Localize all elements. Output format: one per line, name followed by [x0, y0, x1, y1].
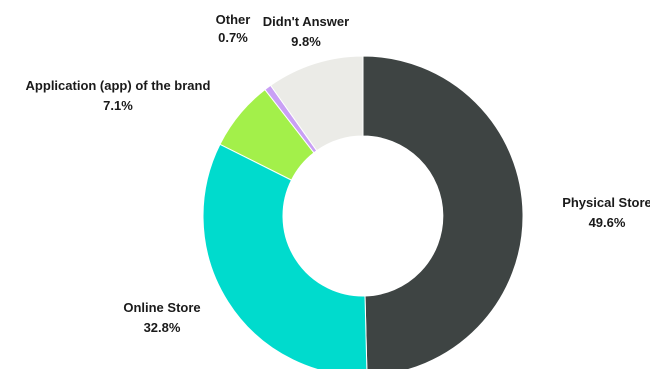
label-physical-store-value: 49.6%: [589, 215, 626, 230]
label-online-store-name: Online Store: [123, 300, 200, 315]
slice-labels: Physical Store 49.6% Online Store 32.8% …: [26, 12, 650, 335]
label-didnt-answer-value: 9.8%: [291, 34, 321, 49]
label-physical-store-name: Physical Store: [562, 195, 650, 210]
donut-slices: [202, 55, 524, 369]
label-app-name: Application (app) of the brand: [26, 78, 211, 93]
label-other-value: 0.7%: [218, 30, 248, 45]
label-other-name: Other: [216, 12, 251, 27]
slice-physical-store: [362, 55, 524, 369]
slice-didn-t-answer: [269, 55, 364, 152]
slice-online-store: [202, 143, 368, 369]
label-app-value: 7.1%: [103, 98, 133, 113]
label-online-store-value: 32.8%: [144, 320, 181, 335]
label-didnt-answer-name: Didn't Answer: [263, 14, 349, 29]
